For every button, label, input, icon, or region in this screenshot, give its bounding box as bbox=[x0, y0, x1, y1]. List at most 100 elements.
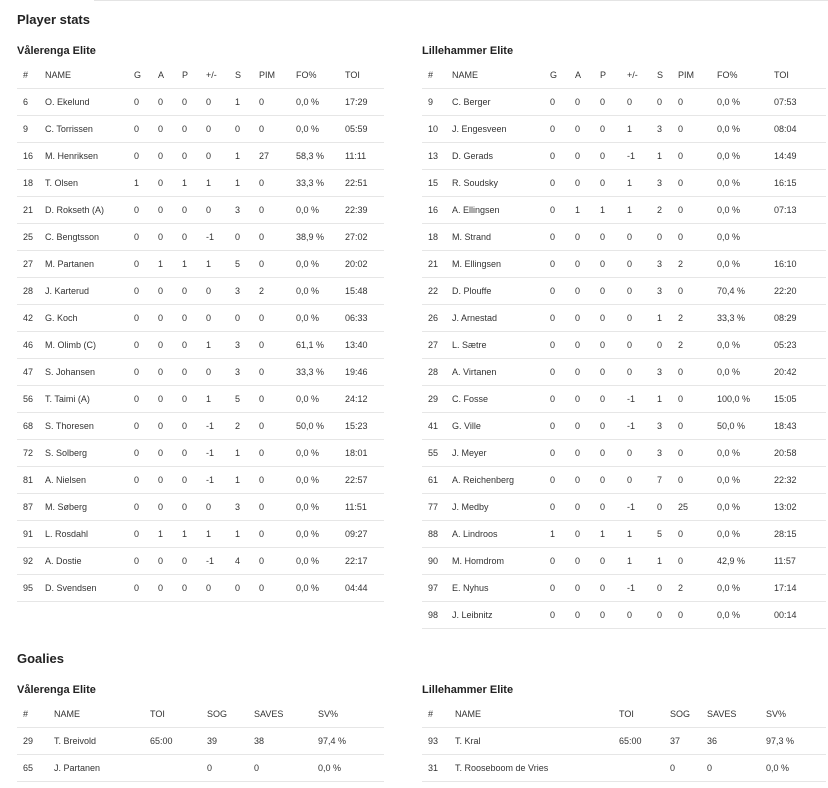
table-cell: 0 bbox=[158, 385, 182, 413]
table-cell: 00:14 bbox=[774, 601, 826, 629]
table-cell: 28 bbox=[17, 277, 45, 305]
table-cell: 0 bbox=[259, 169, 296, 197]
table-header-row: # NAME G A P +/- S PIM FO% TOI bbox=[17, 62, 384, 89]
table-cell: 1 bbox=[235, 439, 259, 467]
table-cell: 0,0 % bbox=[717, 439, 774, 467]
table-cell: 1 bbox=[235, 142, 259, 170]
table-cell: 0 bbox=[158, 547, 182, 575]
table-cell: 0 bbox=[182, 223, 206, 251]
table-cell: 0 bbox=[158, 142, 182, 170]
table-cell: D. Plouffe bbox=[452, 277, 550, 305]
table-row: 27 M. Partanen 0 1 1 1 5 0 0,0 % 20:02 bbox=[17, 250, 384, 278]
table-cell: 92 bbox=[17, 547, 45, 575]
table-cell: -1 bbox=[206, 439, 235, 467]
table-cell: 0 bbox=[235, 304, 259, 332]
table-cell: 13:40 bbox=[345, 331, 384, 359]
column-header: A bbox=[575, 70, 582, 80]
table-cell: 06:33 bbox=[345, 304, 384, 332]
table-cell: 0,0 % bbox=[717, 223, 774, 251]
table-cell: 3 bbox=[235, 331, 259, 359]
table-cell: 0,0 % bbox=[717, 196, 774, 224]
home-team-title: Vålerenga Elite bbox=[17, 45, 96, 57]
table-cell: 0 bbox=[550, 304, 575, 332]
table-cell: 0 bbox=[678, 439, 717, 467]
table-cell: 0 bbox=[182, 358, 206, 386]
table-cell: 0 bbox=[678, 601, 717, 629]
table-cell: 0 bbox=[600, 304, 627, 332]
table-cell: 18:01 bbox=[345, 439, 384, 467]
table-cell: D. Rokseth (A) bbox=[45, 196, 134, 224]
table-row: 97 E. Nyhus 0 0 0 -1 0 2 0,0 % 17:14 bbox=[422, 574, 826, 602]
table-cell: 0 bbox=[182, 466, 206, 494]
table-cell: 0 bbox=[134, 331, 158, 359]
table-cell: 0 bbox=[627, 223, 657, 251]
table-cell: 3 bbox=[235, 358, 259, 386]
table-cell: 07:13 bbox=[774, 196, 826, 224]
table-cell: 0 bbox=[206, 574, 235, 602]
table-cell: 0 bbox=[575, 115, 600, 143]
table-cell: 0,0 % bbox=[296, 304, 345, 332]
table-row: 16 A. Ellingsen 0 1 1 1 2 0 0,0 % 07:13 bbox=[422, 196, 826, 224]
table-cell: 41 bbox=[422, 412, 452, 440]
table-cell: 1 bbox=[206, 520, 235, 548]
table-cell: 91 bbox=[17, 520, 45, 548]
table-cell: M. Partanen bbox=[45, 250, 134, 278]
table-cell: 0 bbox=[206, 277, 235, 305]
table-row: 21 D. Rokseth (A) 0 0 0 0 3 0 0,0 % 22:39 bbox=[17, 196, 384, 224]
column-header: # bbox=[23, 70, 29, 80]
table-cell: A. Ellingsen bbox=[452, 196, 550, 224]
table-cell: 1 bbox=[550, 520, 575, 548]
table-cell: 17:29 bbox=[345, 88, 384, 116]
column-header: G bbox=[550, 70, 558, 80]
table-cell: 0 bbox=[550, 169, 575, 197]
table-cell: 0 bbox=[550, 601, 575, 629]
table-cell: 08:04 bbox=[774, 115, 826, 143]
table-cell: 0 bbox=[134, 88, 158, 116]
table-cell: 0,0 % bbox=[717, 574, 774, 602]
table-row: 27 L. Sætre 0 0 0 0 0 2 0,0 % 05:23 bbox=[422, 331, 826, 359]
table-cell: 93 bbox=[422, 727, 455, 755]
table-cell: 0 bbox=[182, 493, 206, 521]
table-cell: S. Solberg bbox=[45, 439, 134, 467]
table-cell: 0 bbox=[600, 142, 627, 170]
table-cell: 0 bbox=[600, 169, 627, 197]
table-cell: 0 bbox=[627, 277, 657, 305]
table-cell: 0,0 % bbox=[717, 466, 774, 494]
column-header: A bbox=[158, 70, 165, 80]
table-cell: 0 bbox=[678, 115, 717, 143]
table-cell: 3 bbox=[657, 250, 678, 278]
table-cell: 27 bbox=[17, 250, 45, 278]
table-cell: 0 bbox=[158, 169, 182, 197]
table-cell: 31 bbox=[422, 754, 455, 782]
table-cell: 0 bbox=[600, 493, 627, 521]
table-cell: 2 bbox=[657, 196, 678, 224]
table-cell: 0 bbox=[235, 115, 259, 143]
table-cell: 0 bbox=[575, 493, 600, 521]
table-cell: 0 bbox=[657, 493, 678, 521]
table-cell: 0,0 % bbox=[318, 754, 384, 782]
table-cell: 0 bbox=[550, 196, 575, 224]
table-cell: C. Fosse bbox=[452, 385, 550, 413]
table-cell: 0 bbox=[134, 385, 158, 413]
table-row: 91 L. Rosdahl 0 1 1 1 1 0 0,0 % 09:27 bbox=[17, 520, 384, 548]
table-cell: 0 bbox=[600, 412, 627, 440]
table-cell: 0 bbox=[158, 196, 182, 224]
table-cell: 0,0 % bbox=[717, 601, 774, 629]
table-cell: 2 bbox=[259, 277, 296, 305]
table-cell: 0 bbox=[182, 547, 206, 575]
table-cell: 0 bbox=[158, 304, 182, 332]
table-cell: A. Reichenberg bbox=[452, 466, 550, 494]
column-header: # bbox=[428, 709, 434, 719]
column-header: +/- bbox=[627, 70, 638, 80]
table-cell: 0 bbox=[550, 250, 575, 278]
table-cell: 0 bbox=[600, 601, 627, 629]
table-cell: 11:51 bbox=[345, 493, 384, 521]
table-cell: 0 bbox=[678, 142, 717, 170]
table-cell: M. Strand bbox=[452, 223, 550, 251]
table-cell: 81 bbox=[17, 466, 45, 494]
table-cell: 0 bbox=[575, 277, 600, 305]
player-stats-title: Player stats bbox=[17, 12, 90, 27]
goalies-title: Goalies bbox=[17, 651, 64, 666]
table-cell: 0,0 % bbox=[296, 250, 345, 278]
table-cell: J. Arnestad bbox=[452, 304, 550, 332]
